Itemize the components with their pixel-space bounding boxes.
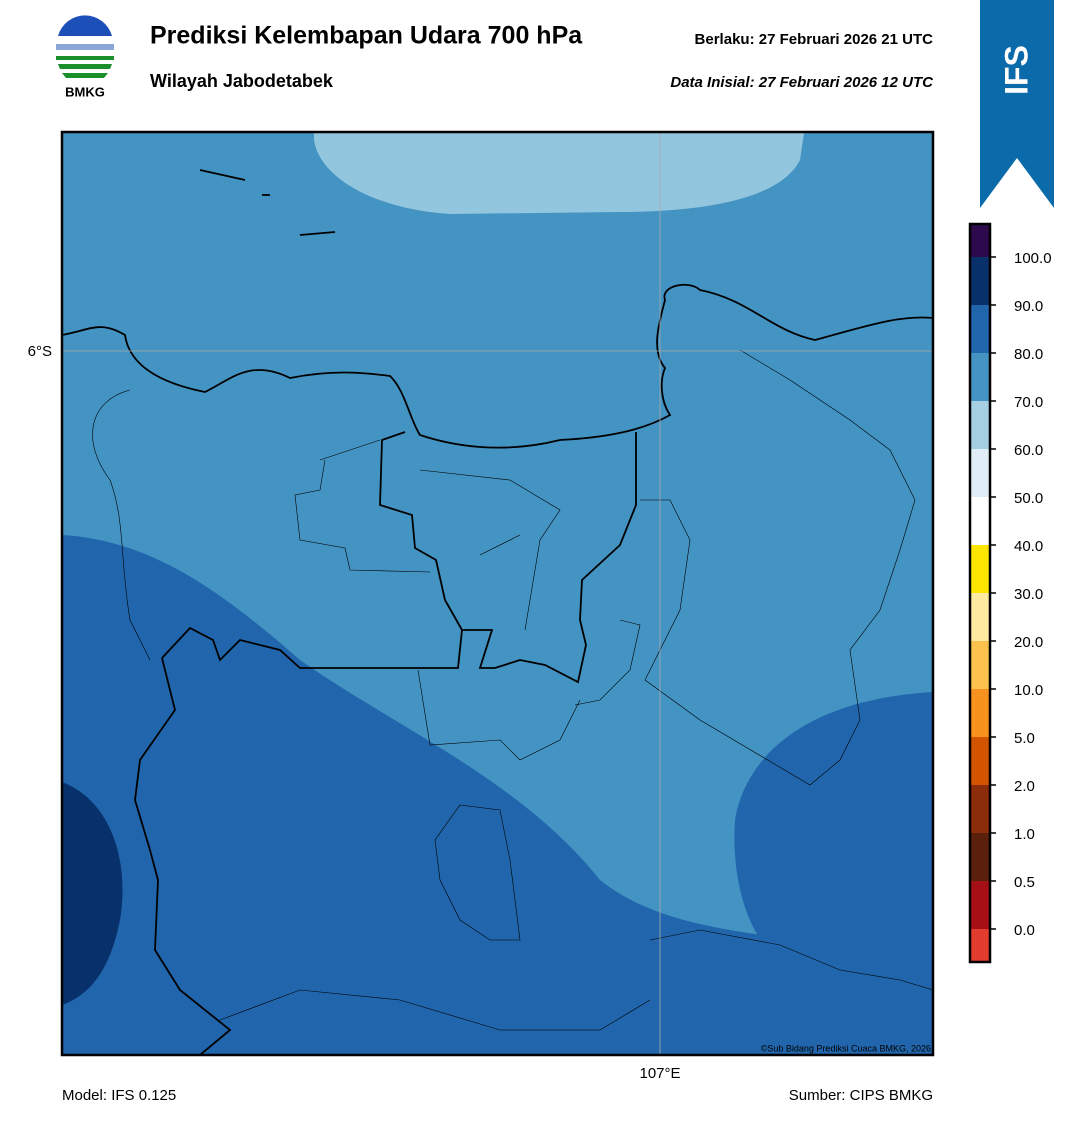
colorbar-band: [970, 497, 990, 545]
colorbar-band: [970, 545, 990, 593]
colorbar-label: 0.5: [1014, 874, 1035, 891]
init-time: Data Inisial: 27 Februari 2026 12 UTC: [670, 74, 934, 91]
colorbar-band: [970, 401, 990, 449]
colorbar-band: [970, 785, 990, 833]
colorbar-band: [970, 689, 990, 737]
logo: BMKG: [56, 15, 114, 99]
colorbar-label: 5.0: [1014, 730, 1035, 747]
colorbar-label: 70.0: [1014, 394, 1043, 411]
title: Prediksi Kelembapan Udara 700 hPa: [150, 22, 583, 50]
colorbar-band: [970, 449, 990, 497]
colorbar-label: 20.0: [1014, 634, 1043, 651]
badge: [980, 0, 1054, 208]
colorbar-label: 60.0: [1014, 442, 1043, 459]
colorbar-band: [970, 641, 990, 689]
colorbar-band: [970, 929, 990, 962]
badge-text: IFS: [998, 45, 1034, 95]
credit: ©Sub Bidang Prediksi Cuaca BMKG, 2026: [761, 1043, 931, 1053]
logo-text: BMKG: [65, 84, 105, 99]
colorbar-label: 10.0: [1014, 682, 1043, 699]
model: Model: IFS 0.125: [62, 1087, 176, 1104]
colorbar-band: [970, 593, 990, 641]
colorbar-band: [970, 881, 990, 929]
subtitle: Wilayah Jabodetabek: [150, 71, 334, 91]
colorbar-label: 50.0: [1014, 490, 1043, 507]
colorbar-band: [970, 353, 990, 401]
colorbar-band: [970, 257, 990, 305]
colorbar-label: 0.0: [1014, 922, 1035, 939]
colorbar-label: 1.0: [1014, 826, 1035, 843]
colorbar-label: 90.0: [1014, 298, 1043, 315]
map: ©Sub Bidang Prediksi Cuaca BMKG, 2026: [62, 132, 933, 1055]
source: Sumber: CIPS BMKG: [789, 1087, 933, 1104]
lon-label: 107°E: [639, 1065, 680, 1082]
lat-label: 6°S: [28, 343, 52, 360]
colorbar-label: 2.0: [1014, 778, 1035, 795]
map-frame: [60, 130, 935, 1057]
colorbar-band: [970, 833, 990, 881]
colorbar-label: 80.0: [1014, 346, 1043, 363]
colorbar-label: 30.0: [1014, 586, 1043, 603]
colorbar-band: [970, 224, 990, 257]
valid-time: Berlaku: 27 Februari 2026 21 UTC: [695, 31, 934, 48]
colorbar-band: [970, 737, 990, 785]
colorbar-band: [970, 305, 990, 353]
colorbar-label: 40.0: [1014, 538, 1043, 555]
colorbar-label: 100.0: [1014, 250, 1052, 267]
